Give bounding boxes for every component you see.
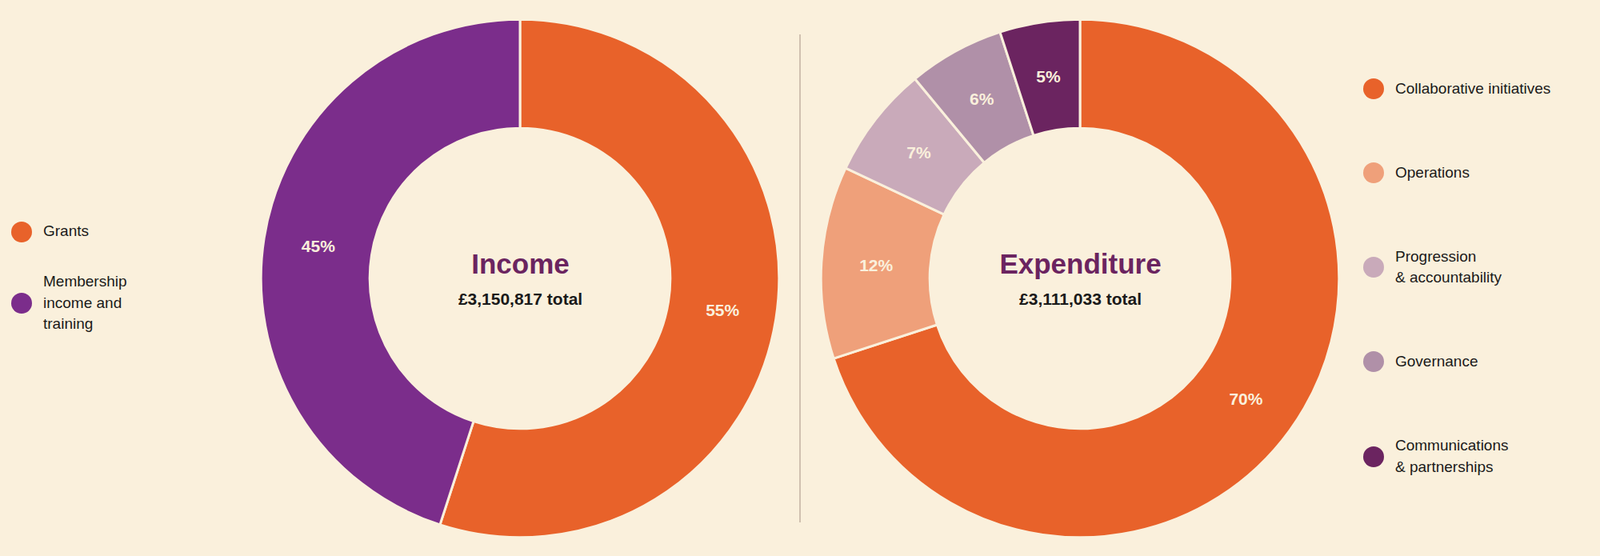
html-text:Communications & partnerships: Communications & partnerships	[1395, 436, 1509, 475]
html-text:Grants: Grants	[43, 222, 89, 240]
html-text:Operations: Operations	[1395, 163, 1470, 181]
html-text:Governance: Governance	[1395, 352, 1478, 370]
html-text:Membership income and training: Membership income and training	[43, 272, 127, 333]
svg-text:70%: 70%	[1228, 388, 1263, 408]
svg-text:Income: Income	[471, 247, 570, 279]
svg-text:7%: 7%	[906, 143, 932, 162]
svg-text:55%: 55%	[705, 300, 740, 320]
html-text:Progression & accountability: Progression & accountability	[1395, 247, 1502, 286]
svg-text:Expenditure: Expenditure	[999, 247, 1161, 279]
svg-text:£3,111,033 total: £3,111,033 total	[1019, 289, 1142, 308]
svg-text:45%: 45%	[301, 236, 336, 256]
svg-text:12%: 12%	[859, 256, 893, 275]
svg-text:£3,150,817 total: £3,150,817 total	[458, 289, 583, 308]
svg-text:6%: 6%	[969, 89, 995, 108]
html-text:Collaborative initiatives: Collaborative initiatives	[1395, 79, 1551, 97]
svg-text:5%: 5%	[1036, 66, 1061, 85]
